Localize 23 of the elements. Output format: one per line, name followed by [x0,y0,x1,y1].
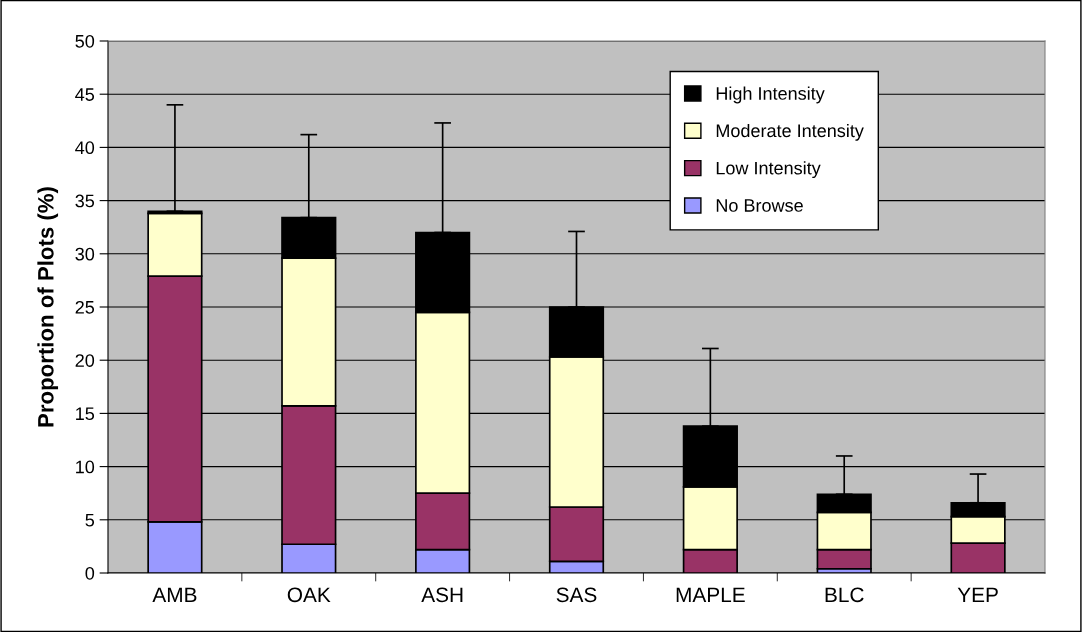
legend-label: No Browse [716,199,803,212]
y-tick-label: 20 [75,354,95,367]
y-axis-title: Proportion of Plots (%) [37,187,59,427]
x-tick-label: BLC [825,587,864,603]
legend-label: High Intensity [716,86,825,104]
x-tick-label: ASH [421,587,463,603]
x-tick-label: MAPLE [676,587,745,602]
x-tick-label: SAS [556,587,597,603]
y-tick-label: 45 [75,88,95,101]
legend-label: Moderate Intensity [716,123,864,141]
y-tick-label: 25 [75,300,95,314]
y-tick-label: 50 [75,34,95,48]
y-tick-label: 5 [85,513,95,527]
x-tick-label: OAK [287,587,331,603]
x-tick-label: YEP [957,587,998,602]
y-tick-label: 15 [76,407,95,421]
y-tick-label: 40 [75,141,95,155]
y-tick-label: 30 [75,247,95,261]
y-tick-label: 10 [76,460,95,474]
legend-label: Low Intensity [716,161,821,179]
y-tick-label: 35 [75,194,95,208]
x-tick-label: AMB [152,587,197,602]
y-tick-label: 0 [85,566,95,580]
